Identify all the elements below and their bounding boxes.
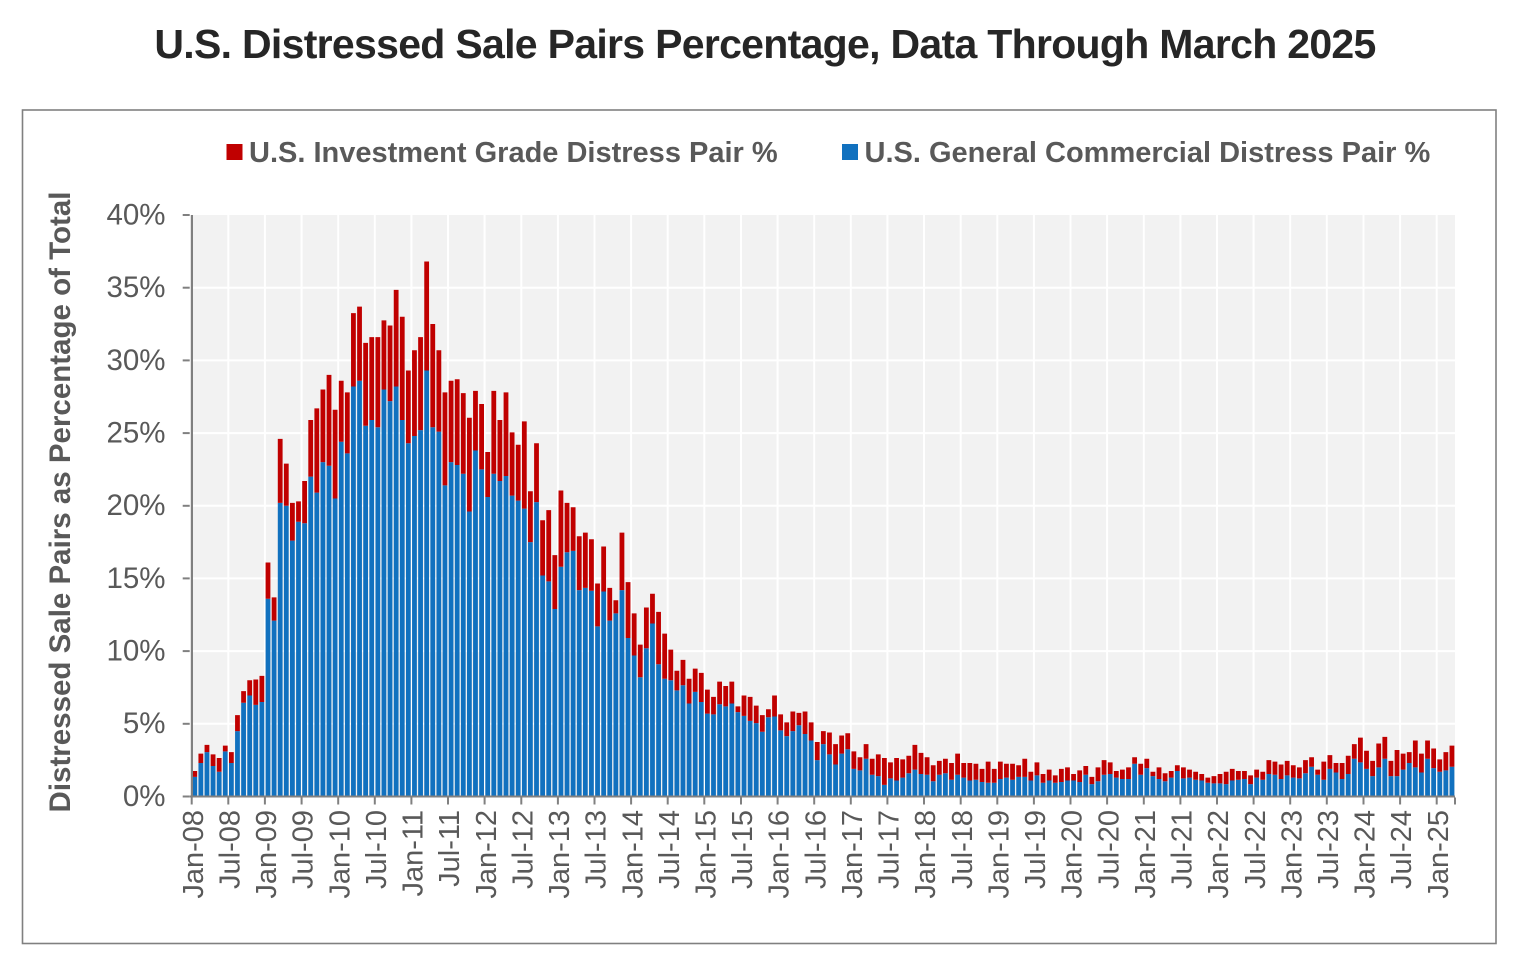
svg-text:Jan-08: Jan-08	[178, 810, 210, 899]
svg-text:Jul-08: Jul-08	[215, 810, 247, 889]
svg-text:Jul-10: Jul-10	[361, 810, 393, 889]
svg-text:Jan-20: Jan-20	[1057, 810, 1089, 899]
svg-text:Jul-19: Jul-19	[1020, 810, 1052, 889]
svg-text:10%: 10%	[106, 635, 165, 668]
svg-text:40%: 40%	[106, 198, 165, 231]
svg-text:Jan-18: Jan-18	[910, 810, 942, 899]
svg-text:35%: 35%	[106, 271, 165, 304]
svg-text:5%: 5%	[123, 707, 166, 740]
svg-text:U.S. General Commercial Distre: U.S. General Commercial Distress Pair %	[865, 137, 1431, 169]
svg-text:Jan-25: Jan-25	[1423, 810, 1455, 899]
svg-text:Jul-21: Jul-21	[1167, 810, 1199, 889]
svg-text:Jul-18: Jul-18	[947, 810, 979, 889]
svg-text:Jan-09: Jan-09	[251, 810, 283, 899]
svg-text:25%: 25%	[106, 417, 165, 450]
svg-text:Jan-13: Jan-13	[544, 810, 576, 899]
svg-text:Jul-17: Jul-17	[874, 810, 906, 889]
svg-text:Jan-16: Jan-16	[764, 810, 796, 899]
svg-text:15%: 15%	[106, 562, 165, 595]
svg-text:0%: 0%	[123, 780, 166, 813]
svg-text:Jul-24: Jul-24	[1386, 810, 1418, 889]
svg-text:U.S. Distressed Sale Pairs Per: U.S. Distressed Sale Pairs Percentage, D…	[154, 21, 1375, 67]
svg-text:Jan-14: Jan-14	[617, 810, 649, 899]
svg-text:Jan-15: Jan-15	[691, 810, 723, 899]
svg-text:Jul-15: Jul-15	[727, 810, 759, 889]
svg-text:20%: 20%	[106, 489, 165, 522]
svg-text:Jan-22: Jan-22	[1203, 810, 1235, 899]
svg-text:Distressed Sale Pairs as Perce: Distressed Sale Pairs as Percentage of T…	[44, 192, 77, 813]
svg-text:Jul-13: Jul-13	[581, 810, 613, 889]
svg-text:Jan-19: Jan-19	[984, 810, 1016, 899]
svg-text:U.S. Investment Grade Distress: U.S. Investment Grade Distress Pair %	[249, 137, 778, 169]
svg-text:Jan-11: Jan-11	[398, 810, 430, 897]
svg-text:Jul-09: Jul-09	[288, 810, 320, 889]
svg-text:Jan-10: Jan-10	[324, 810, 356, 899]
svg-text:Jan-17: Jan-17	[837, 810, 869, 899]
svg-text:Jul-11: Jul-11	[434, 810, 466, 887]
svg-text:Jul-20: Jul-20	[1093, 810, 1125, 889]
svg-text:30%: 30%	[106, 344, 165, 377]
svg-text:Jul-23: Jul-23	[1313, 810, 1345, 889]
svg-text:Jan-12: Jan-12	[471, 810, 503, 899]
svg-text:Jul-22: Jul-22	[1240, 810, 1272, 889]
svg-text:Jul-14: Jul-14	[654, 810, 686, 889]
svg-text:Jan-24: Jan-24	[1350, 810, 1382, 899]
svg-text:Jan-21: Jan-21	[1130, 810, 1162, 899]
svg-text:Jul-12: Jul-12	[507, 810, 539, 889]
svg-text:Jul-16: Jul-16	[800, 810, 832, 889]
svg-text:Jan-23: Jan-23	[1276, 810, 1308, 899]
